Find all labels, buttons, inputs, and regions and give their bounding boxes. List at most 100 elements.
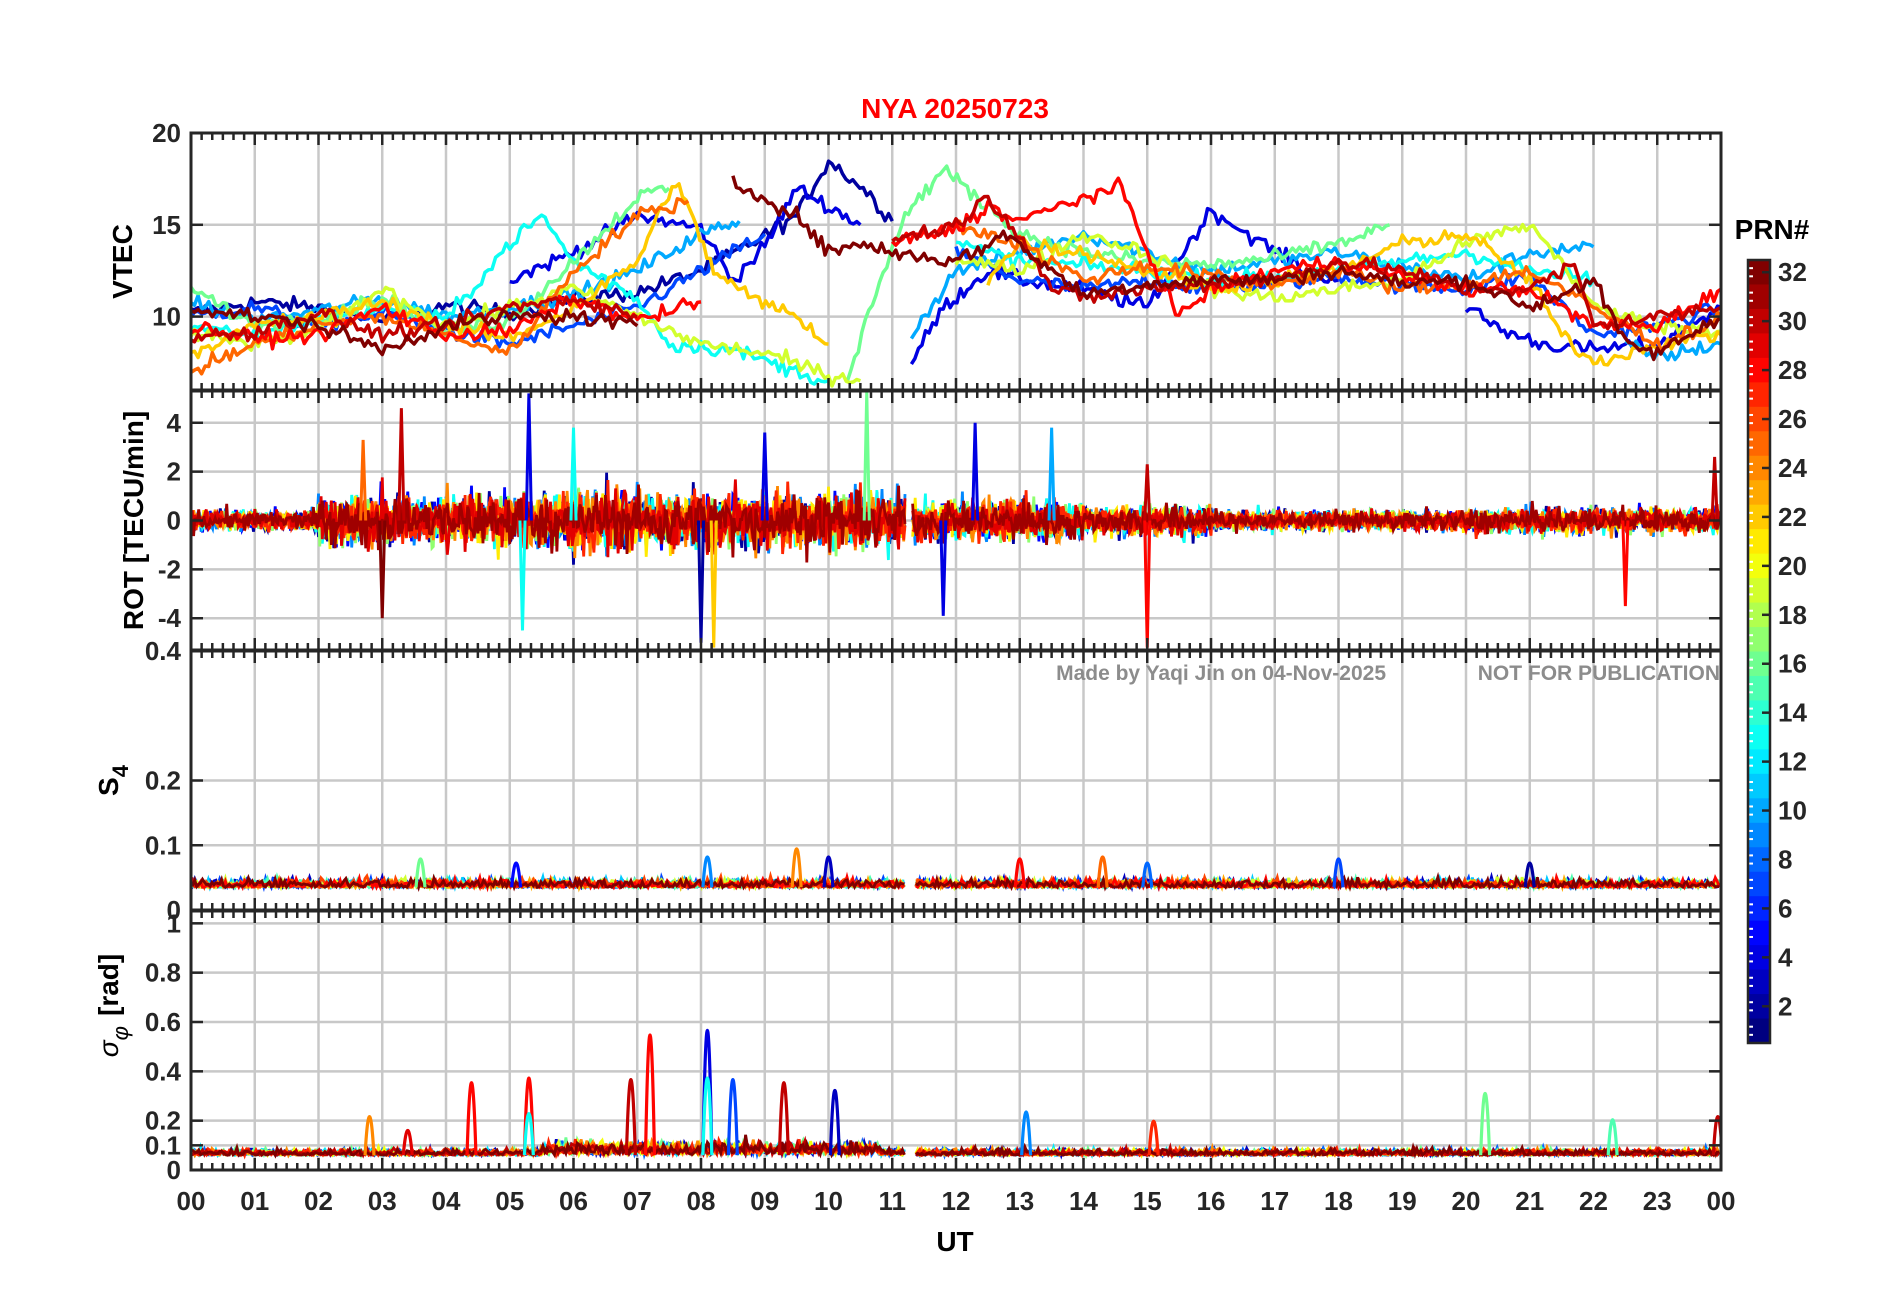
sigma-phi-peak-prn-27 [1147, 1119, 1160, 1156]
sigma-phi-peak-prn-24 [363, 1115, 376, 1156]
x-tick-label: 21 [1515, 1186, 1544, 1216]
vtec-series-prn-32 [191, 306, 639, 357]
colorbar-tick-label: 26 [1778, 404, 1807, 434]
x-tick-label: 10 [814, 1186, 843, 1216]
x-tick-label: 20 [1452, 1186, 1481, 1216]
colorbar-swatch-prn-20 [1748, 553, 1770, 579]
colorbar-tick-label: 12 [1778, 747, 1807, 777]
sigma-phi-peak-prn-3 [828, 1088, 841, 1156]
vtec-series-prn-4 [1464, 304, 1721, 354]
s4-peak-prn-7 [1332, 857, 1345, 888]
colorbar-swatch-prn-12 [1748, 749, 1770, 775]
sigma-phi-axis-label: σφ [rad] [93, 954, 133, 1057]
s4-series-group [191, 847, 1721, 893]
colorbar-swatch-prn-4 [1748, 945, 1770, 971]
s4-ytick-label: 0.2 [145, 766, 181, 796]
sigma-phi-peak-prn-30 [624, 1078, 637, 1156]
sigma-phi-axis-label-unit: [rad] [93, 954, 124, 1016]
x-tick-label: 22 [1579, 1186, 1608, 1216]
sigma-phi-ytick-label: 0 [167, 1155, 181, 1185]
colorbar-label: PRN# [1735, 214, 1810, 245]
rot-spike-prn-4 [524, 393, 533, 521]
colorbar-swatch-prn-21 [1748, 529, 1770, 555]
rot-series-prn-31 [191, 484, 1721, 563]
s4-peak-prn-9 [701, 855, 714, 888]
vtec-ytick-label: 15 [152, 210, 181, 240]
colorbar-tick-label: 32 [1778, 257, 1807, 287]
x-tick-label: 14 [1069, 1186, 1098, 1216]
colorbar-tick-label: 16 [1778, 649, 1807, 679]
vtec-series-prn-25 [955, 219, 1721, 352]
sigma-phi-ytick-label: 0.4 [145, 1056, 182, 1086]
colorbar-tick-label: 8 [1778, 844, 1792, 874]
vtec-series-prn-28 [891, 176, 1721, 334]
s4-axes: 0 0.1 0.2 0.4 [145, 636, 1723, 925]
colorbar-swatch-prn-7 [1748, 871, 1770, 897]
x-tick-label: 16 [1197, 1186, 1226, 1216]
sigma-phi-panel: 00.10.2 0.4 0.6 0.8 1 [145, 908, 1723, 1185]
s4-peak-prn-2 [1523, 861, 1536, 888]
rot-spike-prn-13 [569, 427, 578, 521]
s4-peak-prn-3 [822, 855, 835, 888]
colorbar-swatch-prn-10 [1748, 798, 1770, 824]
s4-peak-prn-5 [510, 861, 523, 888]
s4-peak-prn-16 [414, 857, 427, 888]
rot-spike-prn-22 [709, 520, 718, 648]
sigma-phi-axis-label-main: σ [93, 1039, 124, 1057]
rot-spike-prn-13 [518, 520, 527, 631]
sigma-phi-ytick-label: 0.8 [145, 958, 181, 988]
colorbar-swatch-prn-15 [1748, 675, 1770, 701]
colorbar-swatch-prn-1 [1748, 1018, 1770, 1044]
colorbar-swatch-prn-26 [1748, 406, 1770, 432]
colorbar-swatch-prn-27 [1748, 382, 1770, 408]
rot-series-group [191, 391, 1721, 648]
colorbar-swatch-prn-5 [1748, 920, 1770, 946]
x-tick-label: 23 [1643, 1186, 1672, 1216]
colorbar-tick-label: 30 [1778, 306, 1807, 336]
s4-ytick-label: 0.1 [145, 830, 181, 860]
colorbar-swatch-prn-13 [1748, 724, 1770, 750]
rot-spike-prn-25 [359, 439, 368, 521]
rot-spike-prn-4 [939, 520, 948, 616]
x-tick-label: 03 [368, 1186, 397, 1216]
x-tick-label: 09 [750, 1186, 779, 1216]
colorbar-swatch-prn-16 [1748, 651, 1770, 677]
x-tick-label: 18 [1324, 1186, 1353, 1216]
sigma-phi-ytick-label: 0.1 [145, 1130, 181, 1160]
x-tick-label: 11 [879, 1186, 907, 1216]
rot-spike-prn-30 [1710, 456, 1719, 521]
colorbar-tick-label: 24 [1778, 453, 1807, 483]
sigma-phi-peak-prn-16 [1479, 1092, 1492, 1156]
sigma-phi-peak-prn-13 [522, 1112, 535, 1156]
colorbar-swatch-prn-24 [1748, 455, 1770, 481]
colorbar-tick-label: 14 [1778, 698, 1807, 728]
colorbar-tick-label: 20 [1778, 551, 1807, 581]
rot-spike-prn-32 [378, 520, 387, 619]
s4-axis-label-main: S [93, 777, 124, 796]
s4-ytick-label: 0.4 [145, 636, 182, 666]
vtec-axes: 10 15 20 [152, 118, 1723, 392]
chart-title: NYA 20250723 [861, 93, 1049, 124]
colorbar-swatch-prn-30 [1748, 308, 1770, 334]
rot-ytick-label: -2 [158, 554, 181, 584]
sigma-phi-peak-prn-28 [465, 1081, 478, 1156]
sigma-phi-ytick-label: 0.6 [145, 1007, 181, 1037]
sigma-phi-peak-prn-13 [701, 1076, 714, 1156]
x-tick-label: 13 [1005, 1186, 1034, 1216]
vtec-series-prn-28 [191, 294, 702, 351]
colorbar-tick-label: 2 [1778, 991, 1792, 1021]
colorbar-swatch-prn-19 [1748, 578, 1770, 604]
rot-spike-prn-30 [397, 408, 406, 521]
rot-axes: -4 -2 0 2 4 [158, 389, 1723, 652]
s4-series-prn-32 [191, 871, 1720, 892]
rot-panel: -4 -2 0 2 4 [158, 389, 1723, 652]
colorbar-swatch-prn-14 [1748, 700, 1770, 726]
sigma-phi-series-group [191, 1029, 1721, 1161]
colorbar-frame [1746, 258, 1772, 1045]
colorbar-swatch-prn-11 [1748, 773, 1770, 799]
sigma-phi-peak-prn-9 [1020, 1110, 1033, 1156]
sigma-phi-ytick-label: 1 [167, 908, 181, 938]
x-tick-label: 02 [304, 1186, 333, 1216]
